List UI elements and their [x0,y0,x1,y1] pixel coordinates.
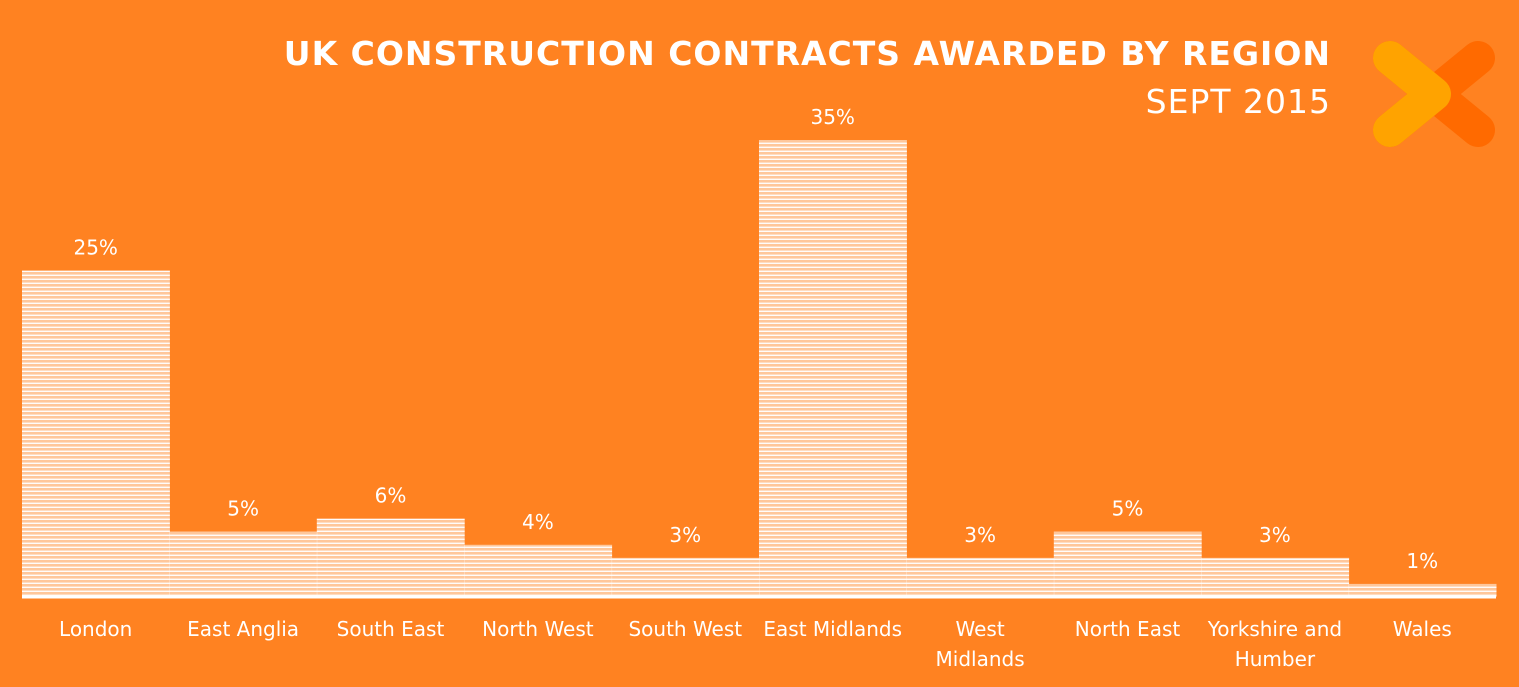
bar [611,557,760,597]
bar-value-label: 5% [1112,497,1144,521]
bars-group [22,140,1497,597]
category-label: London [59,617,132,641]
value-labels-group: 25% 5% 6% 4% 3% 35% 3% 5% 3% 1% [73,105,1438,573]
bar-value-label: 6% [375,484,407,508]
chart-title: UK CONSTRUCTION CONTRACTS AWARDED BY REG… [283,34,1331,73]
bar [906,557,1055,597]
category-label: North East [1075,617,1181,641]
bar [22,270,170,597]
bar [759,140,907,597]
category-label: East Anglia [187,617,299,641]
category-label: East Midlands [763,617,902,641]
bar-value-label: 35% [810,105,854,129]
category-label: North West [482,617,594,641]
bar [1201,557,1350,597]
bar [1348,583,1497,597]
chart-subtitle: SEPT 2015 [1145,82,1331,121]
bar-value-label: 3% [669,523,701,547]
category-label: Wales [1393,617,1452,641]
category-label: West Midlands [936,617,1025,671]
bar [464,544,613,597]
bar-value-label: 1% [1406,549,1438,573]
category-label: South West [628,617,742,641]
bar-value-label: 5% [227,497,259,521]
bar [316,518,465,597]
bar-value-label: 3% [964,523,996,547]
bar-value-label: 25% [73,236,117,260]
bar-value-label: 3% [1259,523,1291,547]
category-label: South East [337,617,445,641]
bar-value-label: 4% [522,510,554,534]
x-logo-icon [1373,41,1495,147]
category-labels-group: London East Anglia South East North West Sou… [59,617,1452,671]
bar [169,531,318,597]
category-label: Yorkshire and Humber [1207,617,1342,671]
bar [1053,531,1202,597]
